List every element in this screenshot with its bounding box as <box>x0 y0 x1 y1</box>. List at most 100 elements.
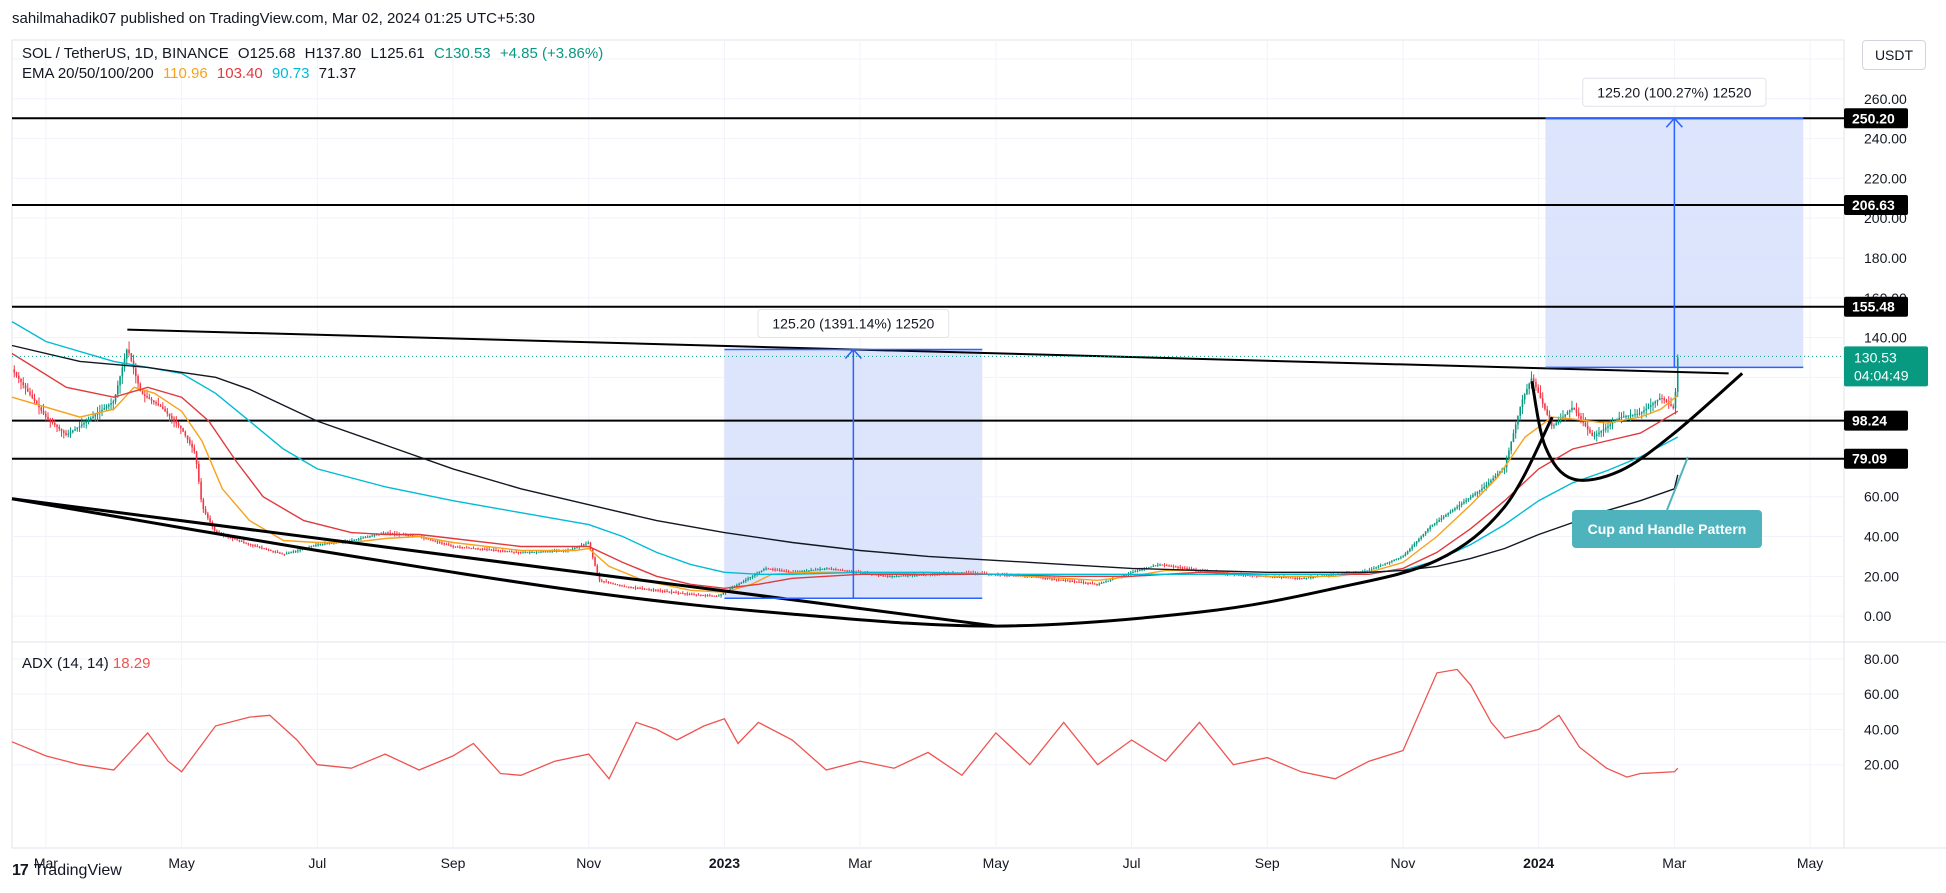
price-labels: 250.20 206.63 155.48 98.24 79.09 130.53 04:04:… <box>12 108 1928 469</box>
price-tick-label: 40.00 <box>1864 529 1899 545</box>
candle-body <box>321 543 324 545</box>
candle-body <box>247 543 250 545</box>
candle-body <box>1460 503 1463 506</box>
candle-body <box>1298 578 1301 580</box>
candle-body <box>1456 506 1458 509</box>
candle-body <box>1307 577 1310 579</box>
ohlc-change: +4.85 (+3.86%) <box>499 45 604 62</box>
candle-body <box>1073 581 1076 583</box>
ema-label[interactable]: EMA 20/50/100/200 <box>22 65 154 82</box>
candle-body <box>742 581 745 583</box>
candle-body <box>1393 560 1395 562</box>
drawings-layer: 125.20 (1391.14%) 12520 125.20 (100.27%) … <box>11 77 1804 628</box>
candle-body <box>497 550 500 552</box>
candle-body <box>317 544 319 546</box>
candle-body <box>1627 415 1630 417</box>
candle-body <box>711 595 713 597</box>
candle-body <box>1472 495 1474 497</box>
candle-body <box>1150 566 1152 568</box>
time-tick-label: Nov <box>576 855 601 871</box>
candle-body <box>103 408 106 410</box>
candle-body <box>526 552 529 554</box>
ohlc-open: O125.68 <box>237 45 296 62</box>
candle-body <box>409 535 412 537</box>
candle-body <box>1186 568 1188 570</box>
candle-body <box>1427 529 1429 532</box>
candle-body <box>1136 570 1139 572</box>
candle-body <box>1548 414 1551 421</box>
time-tick-label: 2023 <box>709 855 740 871</box>
candle-body <box>1066 580 1069 582</box>
candle-body <box>1296 577 1299 579</box>
candle-body <box>895 575 898 577</box>
level-badge <box>1844 296 1908 317</box>
candle-body <box>148 397 151 400</box>
candle-body <box>270 550 272 552</box>
candle-body <box>1670 404 1672 407</box>
symbol-name[interactable]: SOL / TetherUS, 1D, BINANCE <box>22 45 229 62</box>
candle-body <box>432 539 434 541</box>
candle-body <box>155 402 157 404</box>
candle-body <box>245 542 247 544</box>
candle-body <box>553 551 556 553</box>
candle-body <box>1251 575 1254 577</box>
candle-body <box>585 543 587 545</box>
currency-button[interactable]: USDT <box>1862 40 1926 70</box>
candle-body <box>1640 412 1643 414</box>
candle-body <box>893 575 896 577</box>
candle-body <box>1060 579 1062 581</box>
candle-body <box>121 367 124 377</box>
candle-body <box>1658 398 1661 400</box>
candle-body <box>391 533 394 535</box>
candle-body <box>1485 484 1488 487</box>
candle-body <box>1062 579 1065 581</box>
candle-body <box>1478 490 1481 492</box>
candle-body <box>373 535 376 537</box>
candle-body <box>1607 426 1609 428</box>
candle-body <box>722 592 725 595</box>
price-tick-label: 220.00 <box>1864 170 1907 186</box>
ema-line-ema-50 <box>11 352 1679 590</box>
candle-body <box>661 590 664 592</box>
candle-body <box>1188 568 1191 570</box>
last-price-badge <box>1844 346 1928 387</box>
candle-body <box>83 422 85 425</box>
tradingview-logo-icon: 17 <box>12 862 29 879</box>
candle-body <box>639 588 641 590</box>
candle-body <box>447 544 450 546</box>
candle-body <box>1413 543 1416 547</box>
candle-body <box>105 406 108 409</box>
candle-body <box>141 391 144 395</box>
candle-body <box>252 544 254 546</box>
candle-body <box>902 575 905 577</box>
candle-body <box>652 589 655 591</box>
candle-body <box>1154 565 1157 567</box>
candle-body <box>1467 498 1470 501</box>
candle-body <box>238 540 241 542</box>
candle-body <box>558 550 560 552</box>
adx-label[interactable]: ADX (14, 14) <box>22 655 109 672</box>
candle-body <box>582 544 585 546</box>
candle-body <box>474 548 477 550</box>
candle-body <box>1100 582 1103 584</box>
candle-body <box>128 349 130 354</box>
candle-body <box>641 588 644 590</box>
candle-body <box>166 411 169 414</box>
candle-body <box>240 540 243 542</box>
time-tick-label: Jul <box>308 855 326 871</box>
candle-body <box>864 572 866 574</box>
candle-body <box>1377 566 1380 568</box>
candle-body <box>1132 571 1134 573</box>
candle-body <box>1634 414 1636 416</box>
candle-body <box>1629 415 1632 417</box>
adx-tick-label: 40.00 <box>1864 721 1899 737</box>
candle-body <box>776 569 779 571</box>
candle-body <box>1183 567 1186 569</box>
candle-body <box>1544 403 1546 410</box>
candle-body <box>1242 574 1245 576</box>
candle-body <box>1526 388 1528 395</box>
candle-body <box>371 535 373 537</box>
candle-body <box>540 551 542 553</box>
candle-body <box>846 570 848 572</box>
candle-body <box>31 394 34 398</box>
